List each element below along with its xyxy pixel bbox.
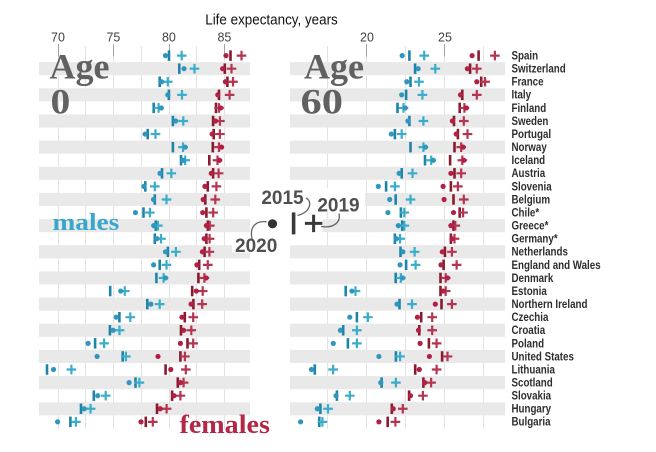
svg-text:Lithuania: Lithuania <box>512 364 555 377</box>
svg-text:Scotland: Scotland <box>512 377 553 390</box>
svg-text:Estonia: Estonia <box>512 285 547 298</box>
svg-text:United States: United States <box>512 351 574 364</box>
svg-text:Hungary: Hungary <box>512 403 552 416</box>
svg-text:Greece*: Greece* <box>512 220 550 233</box>
svg-text:males: males <box>53 209 120 236</box>
svg-text:Slovenia: Slovenia <box>512 181 552 194</box>
svg-text:females: females <box>180 410 270 439</box>
svg-text:France: France <box>512 76 544 89</box>
svg-text:0: 0 <box>51 82 71 122</box>
svg-text:70: 70 <box>51 31 65 45</box>
svg-text:Portugal: Portugal <box>512 128 552 141</box>
svg-text:Age: Age <box>304 47 364 87</box>
svg-text:2019: 2019 <box>317 196 359 217</box>
svg-text:Poland: Poland <box>512 338 545 351</box>
svg-text:Czechia: Czechia <box>512 311 549 324</box>
svg-text:85: 85 <box>217 31 231 45</box>
svg-text:2015: 2015 <box>261 188 304 209</box>
svg-text:75: 75 <box>106 31 120 45</box>
svg-text:Sweden: Sweden <box>512 115 549 128</box>
svg-text:Bulgaria: Bulgaria <box>512 416 551 429</box>
svg-text:Iceland: Iceland <box>512 154 546 167</box>
svg-text:Age: Age <box>50 47 110 87</box>
svg-text:Italy: Italy <box>512 89 532 102</box>
svg-text:Life expectancy, years: Life expectancy, years <box>205 11 338 28</box>
svg-text:Germany*: Germany* <box>512 233 559 246</box>
svg-text:Finland: Finland <box>512 102 547 115</box>
svg-text:Norway: Norway <box>512 141 547 154</box>
svg-text:Chile*: Chile* <box>512 207 540 220</box>
svg-text:80: 80 <box>162 31 176 45</box>
svg-text:Denmark: Denmark <box>512 272 554 285</box>
svg-text:Netherlands: Netherlands <box>512 246 568 259</box>
svg-text:England and Wales: England and Wales <box>512 259 601 272</box>
svg-text:20: 20 <box>360 31 374 45</box>
svg-text:2020: 2020 <box>235 236 277 257</box>
svg-text:25: 25 <box>438 31 452 45</box>
svg-text:Northern Ireland: Northern Ireland <box>512 298 588 311</box>
svg-text:Slovakia: Slovakia <box>512 390 552 403</box>
svg-text:Spain: Spain <box>512 50 539 63</box>
svg-text:Switzerland: Switzerland <box>512 63 566 76</box>
svg-text:Belgium: Belgium <box>512 194 551 207</box>
svg-text:60: 60 <box>301 81 343 121</box>
svg-text:Croatia: Croatia <box>512 324 546 337</box>
svg-text:Austria: Austria <box>512 168 546 181</box>
